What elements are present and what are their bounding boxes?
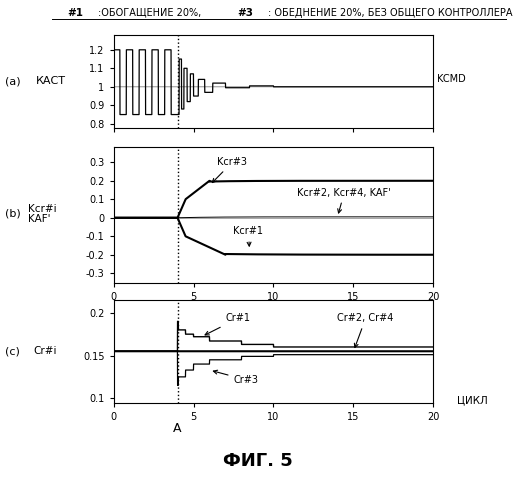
- Text: #1: #1: [67, 8, 83, 18]
- Text: KCMD: KCMD: [437, 74, 465, 85]
- Text: Kcr#2, Kcr#4, KAF': Kcr#2, Kcr#4, KAF': [298, 188, 391, 213]
- Text: #3: #3: [237, 8, 253, 18]
- Text: KAF': KAF': [28, 214, 51, 224]
- Text: Kcr#i: Kcr#i: [28, 204, 57, 214]
- Text: Kcr#1: Kcr#1: [233, 226, 264, 246]
- Text: (b): (b): [5, 209, 21, 219]
- Text: Kcr#3: Kcr#3: [212, 157, 248, 182]
- Text: Cr#3: Cr#3: [214, 370, 259, 385]
- Text: (a): (a): [5, 76, 21, 86]
- Text: ЦИКЛ: ЦИКЛ: [458, 396, 488, 406]
- Text: A: A: [173, 422, 182, 436]
- Text: ФИГ. 5: ФИГ. 5: [223, 452, 293, 470]
- Text: Cr#2, Cr#4: Cr#2, Cr#4: [337, 314, 394, 348]
- Text: Cr#1: Cr#1: [205, 314, 250, 335]
- Text: (c): (c): [5, 346, 20, 356]
- Text: Cr#i: Cr#i: [34, 346, 57, 356]
- Text: КАСТ: КАСТ: [36, 76, 66, 86]
- Text: : ОБЕДНЕНИЕ 20%, БЕЗ ОБЩЕГО КОНТРОЛЛЕРА: : ОБЕДНЕНИЕ 20%, БЕЗ ОБЩЕГО КОНТРОЛЛЕРА: [268, 8, 513, 18]
- Text: :ОБОГАЩЕНИЕ 20%,: :ОБОГАЩЕНИЕ 20%,: [98, 8, 201, 18]
